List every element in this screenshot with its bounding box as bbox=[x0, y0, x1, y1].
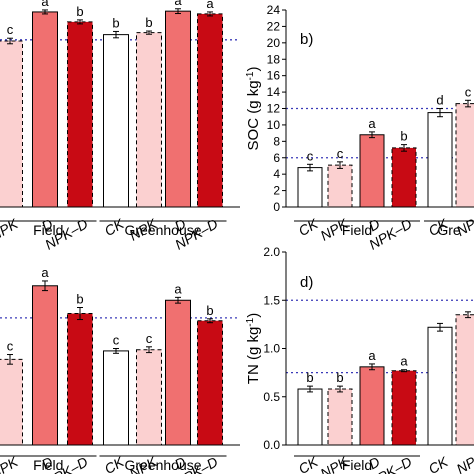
y-tick-label: 14 bbox=[267, 85, 281, 99]
group-label: Greenhouse bbox=[124, 222, 201, 238]
significance-letter: b bbox=[112, 15, 119, 30]
bar bbox=[32, 285, 58, 446]
y-tick-label: 12 bbox=[267, 102, 281, 116]
bar bbox=[197, 320, 223, 446]
significance-letter: b bbox=[206, 303, 213, 318]
bar bbox=[103, 34, 129, 208]
bar bbox=[427, 112, 453, 208]
category-label: CK bbox=[102, 215, 127, 239]
significance-letter: c bbox=[7, 339, 14, 354]
significance-letter: a bbox=[206, 0, 214, 11]
y-tick-label: 18 bbox=[267, 52, 281, 66]
y-tick-label: 10 bbox=[267, 118, 281, 132]
y-tick-label: 6 bbox=[273, 151, 280, 165]
significance-letter: a bbox=[368, 348, 376, 363]
y-tick-label: 1.0 bbox=[263, 342, 280, 356]
bar bbox=[327, 388, 353, 446]
bar bbox=[165, 10, 191, 208]
significance-letter: d bbox=[436, 93, 443, 108]
y-tick-label: 16 bbox=[267, 69, 281, 83]
bar bbox=[197, 13, 223, 208]
y-tick-label: 22 bbox=[267, 19, 281, 33]
significance-letter: b bbox=[306, 370, 313, 385]
group-label: Field bbox=[33, 222, 63, 238]
bar bbox=[391, 147, 417, 208]
category-label: CK bbox=[296, 215, 321, 239]
bar bbox=[0, 358, 23, 446]
bar bbox=[103, 350, 129, 446]
y-tick-label: 2.0 bbox=[263, 245, 280, 259]
y-tick-label: 0.0 bbox=[263, 438, 280, 452]
bar bbox=[136, 349, 162, 446]
bar bbox=[0, 40, 23, 208]
category-label: CK bbox=[426, 453, 451, 474]
significance-letter: c bbox=[307, 148, 314, 163]
bar bbox=[67, 21, 93, 208]
group-label: Field bbox=[342, 457, 372, 473]
bar bbox=[359, 134, 385, 208]
bar bbox=[359, 366, 385, 446]
significance-letter: c bbox=[7, 22, 14, 37]
significance-letter: c bbox=[337, 146, 344, 161]
y-tick-label: 4 bbox=[273, 167, 280, 181]
y-tick-label: 20 bbox=[267, 36, 281, 50]
group-label: Field bbox=[342, 222, 372, 238]
bar bbox=[67, 313, 93, 446]
panel-label: b) bbox=[300, 31, 313, 48]
bar bbox=[32, 11, 58, 208]
group-label: Gre bbox=[437, 222, 461, 238]
bar bbox=[327, 164, 353, 208]
significance-letter: b bbox=[76, 291, 83, 306]
bar bbox=[165, 299, 191, 446]
group-label: Field bbox=[33, 457, 63, 473]
significance-letter: b bbox=[145, 15, 152, 30]
significance-letter: b bbox=[400, 129, 407, 144]
bar bbox=[136, 32, 162, 208]
bar bbox=[455, 314, 474, 446]
bar bbox=[391, 370, 417, 446]
significance-letter: c bbox=[465, 84, 472, 99]
y-tick-label: 24 bbox=[267, 3, 281, 17]
significance-letter: c bbox=[146, 331, 153, 346]
category-label: NPK bbox=[0, 215, 21, 244]
y-tick-label: 8 bbox=[273, 134, 280, 148]
bar bbox=[427, 326, 453, 446]
significance-letter: a bbox=[368, 116, 376, 131]
y-axis-label: SOC (g kg-1) bbox=[245, 67, 263, 151]
significance-letter: a bbox=[41, 265, 49, 280]
significance-letter: a bbox=[174, 281, 182, 296]
significance-letter: a bbox=[41, 0, 49, 9]
significance-letter: a bbox=[174, 0, 182, 8]
significance-letter: a bbox=[400, 354, 408, 369]
panel-label: d) bbox=[300, 274, 313, 291]
y-tick-label: 1.5 bbox=[263, 293, 280, 307]
y-tick-label: 2 bbox=[273, 184, 280, 198]
y-tick-label: 0.5 bbox=[263, 390, 280, 404]
bar bbox=[297, 388, 323, 446]
y-tick-label: 0 bbox=[273, 200, 280, 214]
significance-letter: b bbox=[336, 370, 343, 385]
bar bbox=[297, 167, 323, 208]
category-label: NP bbox=[454, 453, 474, 474]
significance-letter: b bbox=[76, 4, 83, 19]
significance-letter: c bbox=[113, 333, 120, 348]
bar bbox=[455, 103, 474, 208]
y-axis-label: TN (g kg-1) bbox=[245, 313, 263, 384]
group-label: Greenhouse bbox=[124, 457, 201, 473]
